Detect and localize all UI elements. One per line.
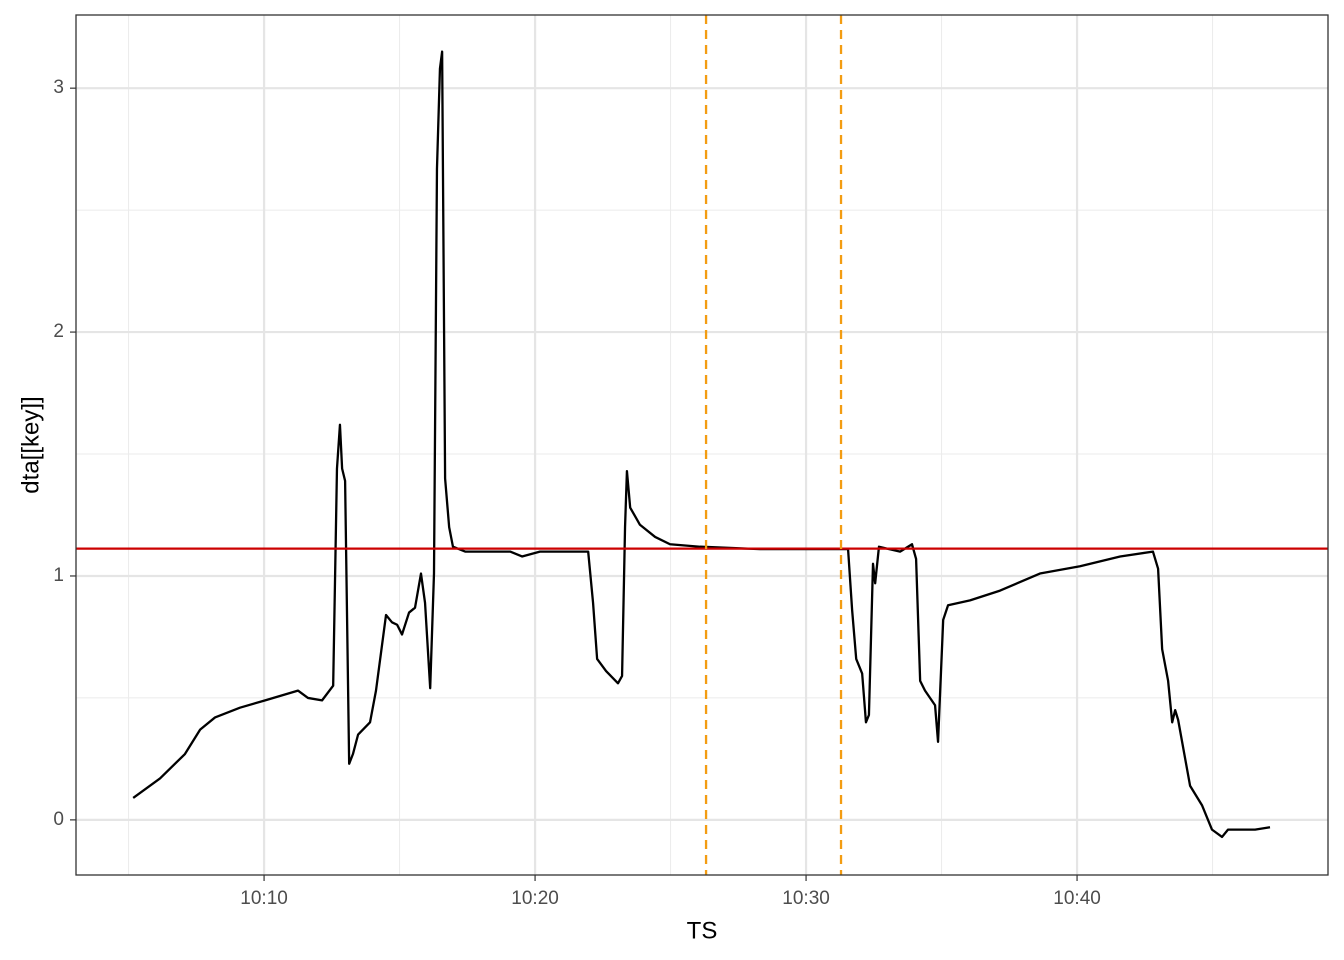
y-tick-label: 3 [53,77,64,98]
y-tick-label: 1 [53,565,64,586]
x-tick-label: 10:30 [782,888,830,909]
x-axis-label: TS [687,917,718,944]
y-tick-label: 2 [53,321,64,342]
x-tick-label: 10:10 [240,888,288,909]
panel-border [75,14,1329,876]
x-tick-label: 10:40 [1053,888,1101,909]
y-tick-label: 0 [53,809,64,830]
y-axis-label: dta[[key]] [17,396,44,493]
x-tick-label: 10:20 [511,888,559,909]
panel [76,15,1328,875]
data-line [132,50,1271,839]
